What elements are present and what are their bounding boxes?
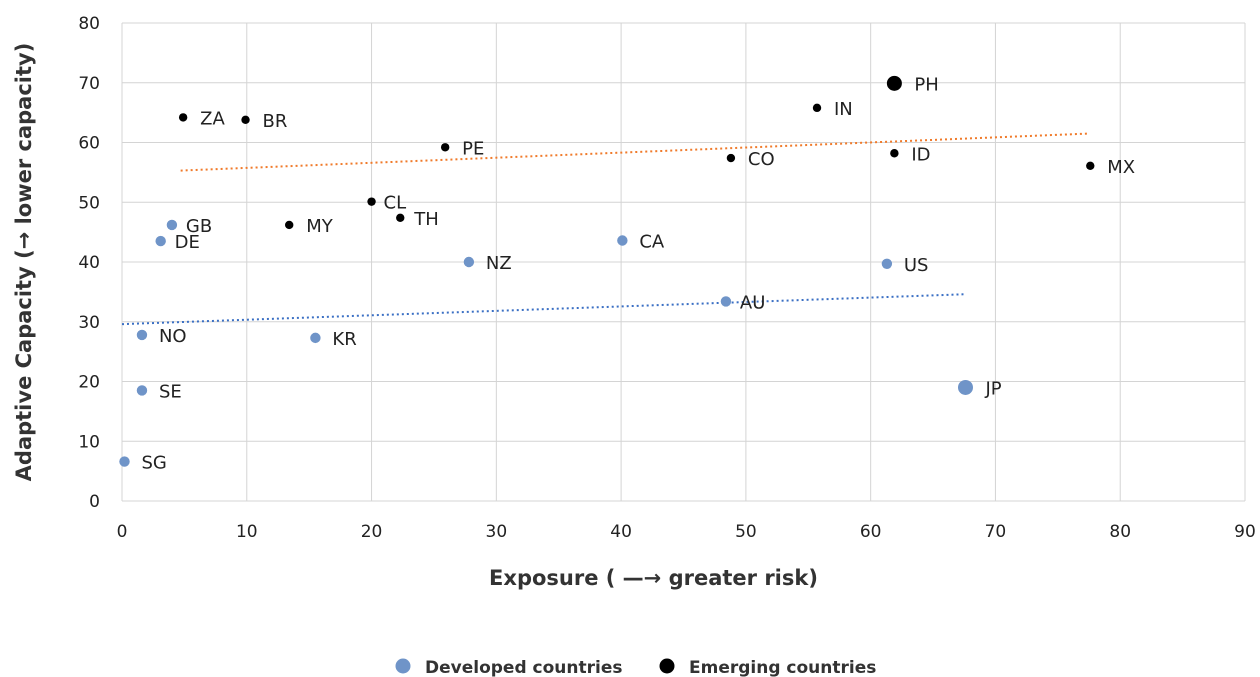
data-label-my: MY <box>306 216 334 237</box>
data-point-jp <box>957 379 973 395</box>
data-label-ph: PH <box>914 74 938 95</box>
x-tick-label: 20 <box>361 522 383 542</box>
data-point-nz <box>463 256 475 268</box>
data-label-th: TH <box>413 209 439 230</box>
data-label-nz: NZ <box>486 253 512 274</box>
y-tick-label: 60 <box>78 134 100 154</box>
data-label-id: ID <box>911 144 930 165</box>
data-point-au <box>720 296 732 307</box>
data-point-br <box>241 115 250 124</box>
data-point-mx <box>1086 161 1095 171</box>
data-label-za: ZA <box>200 108 225 129</box>
trendline <box>180 132 1090 172</box>
data-label-in: IN <box>834 99 853 120</box>
data-label-gb: GB <box>186 216 212 237</box>
x-tick-label: 0 <box>117 522 128 542</box>
data-point-us <box>881 258 893 269</box>
legend-marker <box>659 658 675 674</box>
grid-lines <box>121 22 1246 502</box>
data-point-sg <box>119 456 130 467</box>
data-label-sg: SG <box>141 453 166 474</box>
legend-label: Developed countries <box>425 658 623 677</box>
y-tick-label: 80 <box>78 14 100 34</box>
tick-labels: 0 10 20 30 40 50 60 70 80 0 10 20 30 40 50 60 70 80 90 <box>78 14 1255 542</box>
x-tick-label: 90 <box>1234 522 1256 542</box>
data-point-my <box>285 220 294 230</box>
trendline <box>121 293 965 326</box>
data-label-br: BR <box>263 111 288 132</box>
x-axis-title: Exposure ( —→ greater risk) <box>489 566 818 590</box>
data-point-ph <box>886 75 902 91</box>
data-point-kr <box>310 332 321 344</box>
legend-label: Emerging countries <box>689 658 876 677</box>
legend-marker <box>395 658 411 674</box>
data-point-id <box>890 149 899 158</box>
data-label-cl: CL <box>384 193 407 214</box>
data-label-co: CO <box>748 149 775 170</box>
data-point-ca <box>617 235 628 246</box>
x-tick-label: 40 <box>610 522 632 542</box>
data-points <box>119 75 1095 467</box>
data-label-se: SE <box>159 381 182 402</box>
y-tick-label: 20 <box>78 373 100 393</box>
x-tick-label: 30 <box>486 522 508 542</box>
y-tick-label: 70 <box>78 74 100 94</box>
data-point-cl <box>367 197 376 206</box>
data-label-us: US <box>904 255 929 276</box>
data-point-se <box>136 385 148 396</box>
data-point-no <box>136 329 148 341</box>
data-label-au: AU <box>740 292 766 313</box>
data-label-pe: PE <box>462 138 484 159</box>
data-label-jp: JP <box>984 378 1001 399</box>
legend: Developed countries Emerging countries <box>395 658 876 677</box>
y-tick-label: 0 <box>89 492 100 512</box>
data-point-co <box>726 153 736 163</box>
y-tick-label: 50 <box>78 193 100 213</box>
y-tick-label: 10 <box>78 432 100 452</box>
x-tick-label: 10 <box>236 522 258 542</box>
x-tick-label: 70 <box>985 522 1007 542</box>
x-tick-label: 60 <box>860 522 882 542</box>
data-point-pe <box>440 143 450 152</box>
x-tick-label: 50 <box>735 522 757 542</box>
y-axis-title: Adaptive Capacity (→ lower capacity) <box>12 43 36 482</box>
x-tick-label: 80 <box>1109 522 1131 542</box>
data-point-de <box>155 235 166 247</box>
y-tick-label: 30 <box>78 313 100 333</box>
data-point-gb <box>166 219 178 231</box>
data-label-de: DE <box>175 232 200 253</box>
data-label-no: NO <box>159 326 187 347</box>
data-point-za <box>178 113 188 122</box>
data-label-mx: MX <box>1107 157 1135 178</box>
data-point-th <box>396 213 405 222</box>
data-point-in <box>812 103 822 113</box>
trendlines <box>121 132 1090 326</box>
data-label-ca: CA <box>639 231 665 252</box>
data-label-kr: KR <box>332 329 356 350</box>
y-tick-label: 40 <box>78 253 100 273</box>
